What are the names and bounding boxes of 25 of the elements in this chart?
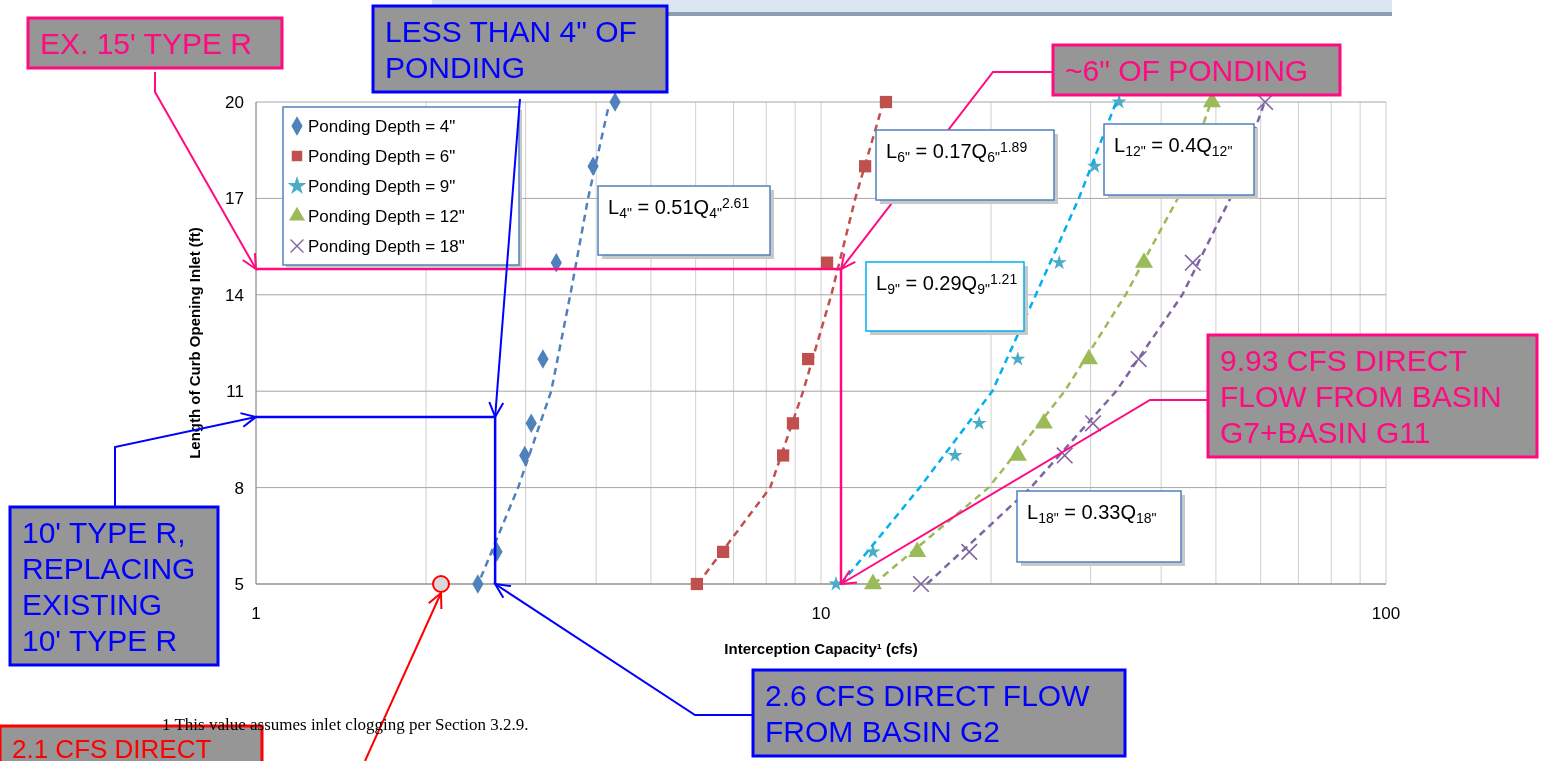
- annotation: L$_{12"}$ = 0.4Q$_{12"}$: [1114, 134, 1233, 159]
- y-tick-label: 17: [225, 189, 244, 209]
- x-tick-label: 10: [811, 604, 831, 623]
- y-tick-label: 5: [234, 574, 244, 594]
- y-tick-label: 14: [225, 285, 244, 305]
- legend-label: Ponding Depth = 18": [308, 236, 465, 256]
- x-axis-title: Interception Capacity¹ (cfs): [724, 640, 918, 657]
- x-tick-label: 100: [1371, 604, 1401, 623]
- legend-label: Ponding Depth = 4": [308, 116, 456, 136]
- y-tick-label: 20: [225, 92, 244, 112]
- x-tick-label: 1: [251, 604, 261, 623]
- annotation: 10' TYPE R, REPLACING EXISTING 10' TYPE R: [22, 516, 196, 658]
- y-axis-title: Length of Curb Opening Inlet (ft): [186, 227, 203, 459]
- legend-label: Ponding Depth = 6": [308, 146, 456, 166]
- annotation: L$_{18"}$ = 0.33Q$_{18"}$: [1027, 501, 1157, 526]
- y-tick-label: 8: [234, 478, 244, 498]
- annotation: 9.93 CFS DIRECT FLOW FROM BASIN G7+BASIN G11: [1220, 344, 1502, 450]
- legend-label: Ponding Depth = 9": [308, 176, 456, 196]
- annotation: LESS THAN 4" OF PONDING: [385, 15, 637, 85]
- text: 2.1 CFS DIRECT: [12, 734, 212, 761]
- annotation: ~6" OF PONDING: [1065, 54, 1309, 88]
- y-tick-label: 11: [226, 382, 244, 402]
- annotation: 2.6 CFS DIRECT FLOW FROM BASIN G2: [765, 679, 1091, 749]
- legend-label: Ponding Depth = 12": [308, 206, 465, 226]
- annotation: EX. 15' TYPE R: [40, 27, 252, 61]
